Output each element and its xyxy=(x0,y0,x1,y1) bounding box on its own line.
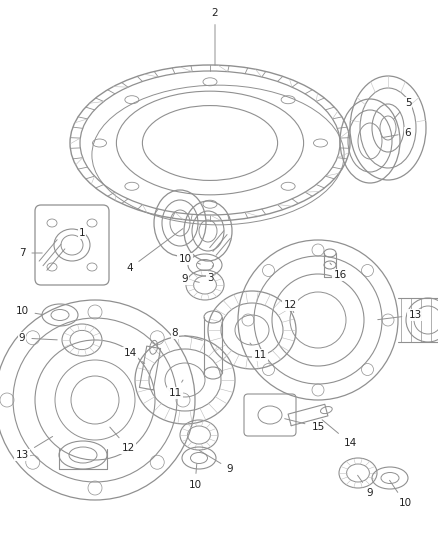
Text: 5: 5 xyxy=(394,98,411,119)
Text: 10: 10 xyxy=(389,480,412,508)
Text: 7: 7 xyxy=(19,248,42,258)
Text: 9: 9 xyxy=(182,274,199,284)
Text: 12: 12 xyxy=(283,300,297,312)
Text: 10: 10 xyxy=(178,254,200,264)
Text: 12: 12 xyxy=(110,427,134,453)
Text: 11: 11 xyxy=(250,343,267,360)
Text: 6: 6 xyxy=(383,128,411,138)
Text: 9: 9 xyxy=(357,475,373,498)
Text: 16: 16 xyxy=(330,263,346,280)
Text: 11: 11 xyxy=(168,380,183,398)
Text: 14: 14 xyxy=(124,348,145,364)
Text: 9: 9 xyxy=(199,450,233,474)
Text: 3: 3 xyxy=(207,266,213,283)
Text: 1: 1 xyxy=(79,228,85,238)
Text: 10: 10 xyxy=(15,306,42,316)
Text: 4: 4 xyxy=(127,229,183,273)
Text: 13: 13 xyxy=(15,437,53,460)
Text: 8: 8 xyxy=(172,328,202,340)
Text: 14: 14 xyxy=(322,420,357,448)
Text: 15: 15 xyxy=(285,419,325,432)
Text: 13: 13 xyxy=(378,310,422,320)
Text: 9: 9 xyxy=(19,333,57,343)
Text: 10: 10 xyxy=(188,464,201,490)
Text: 2: 2 xyxy=(212,8,218,65)
